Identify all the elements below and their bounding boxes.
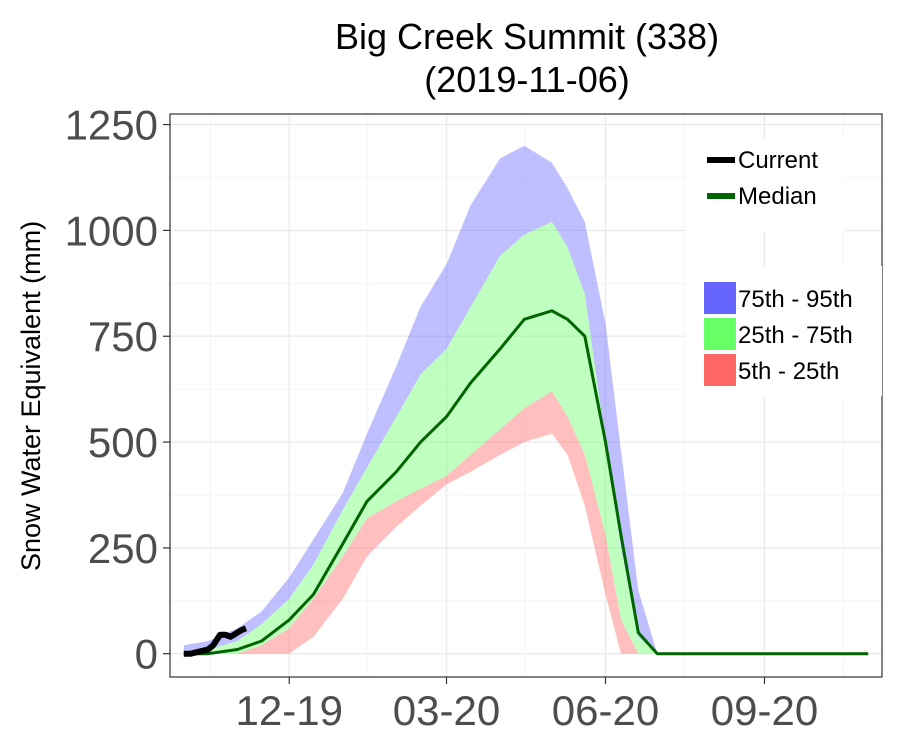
legend-band-label: 25th - 75th bbox=[738, 322, 853, 349]
legend-lines-box bbox=[686, 140, 844, 232]
legend-band-label: 5th - 25th bbox=[738, 358, 839, 385]
y-tick-label: 250 bbox=[88, 525, 158, 572]
legend-band-swatch bbox=[704, 318, 736, 350]
y-axis-label: Snow Water Equivalent (mm) bbox=[16, 221, 46, 571]
legend-line-label: Median bbox=[738, 183, 817, 210]
series-lines bbox=[183, 309, 869, 657]
grid bbox=[170, 114, 882, 677]
x-tick-label: 03-20 bbox=[393, 687, 500, 734]
percentile-bands bbox=[183, 145, 869, 654]
chart-title: Big Creek Summit (338) bbox=[335, 16, 719, 57]
legend-line-label: Current bbox=[738, 147, 818, 174]
legend: Current Median 75th - 95th 25th - 75th 5th -… bbox=[686, 140, 882, 396]
x-tick-label: 12-19 bbox=[236, 687, 343, 734]
y-tick-label: 1000 bbox=[65, 207, 158, 254]
y-tick-label: 750 bbox=[88, 313, 158, 360]
chart-subtitle: (2019-11-06) bbox=[424, 59, 629, 100]
y-tick-label: 1250 bbox=[65, 102, 158, 149]
legend-band-swatch bbox=[704, 282, 736, 314]
legend-band-swatch bbox=[704, 354, 736, 386]
legend-band-label: 75th - 95th bbox=[738, 286, 853, 313]
band-25-75 bbox=[183, 221, 869, 654]
current-line bbox=[183, 625, 248, 657]
y-tick-label: 500 bbox=[88, 419, 158, 466]
x-tick-label: 06-20 bbox=[552, 687, 659, 734]
axes: 0 250 500 750 1000 1250 12-19 03-20 06-20 09-20 bbox=[65, 102, 819, 734]
x-tick-label: 09-20 bbox=[711, 687, 818, 734]
median-line bbox=[183, 309, 869, 656]
y-tick-label: 0 bbox=[135, 631, 158, 678]
